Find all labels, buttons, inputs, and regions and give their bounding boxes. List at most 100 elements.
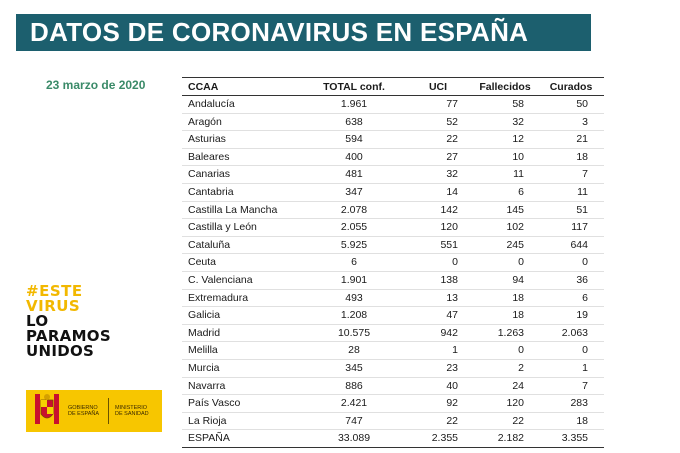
table-cell: Melilla	[182, 341, 304, 360]
table-cell: 347	[304, 183, 404, 202]
table-cell: 120	[472, 394, 538, 413]
table-row: Castilla y León 2.055 120 102 117	[182, 218, 604, 237]
table-row: Ceuta 6 0 0 0	[182, 253, 604, 272]
table-cell: Castilla La Mancha	[182, 201, 304, 220]
column-header-curados: Curados	[538, 77, 604, 96]
table-cell: 58	[472, 95, 538, 114]
table-row: Cataluña 5.925 551 245 644	[182, 236, 604, 255]
table-cell: 21	[538, 130, 604, 149]
campaign-line: #ESTE	[26, 282, 83, 300]
table-cell: 18	[472, 306, 538, 325]
table-cell: 10	[472, 148, 538, 167]
table-cell: 13	[404, 289, 472, 308]
table-cell: 5.925	[304, 236, 404, 255]
table-cell: 14	[404, 183, 472, 202]
column-header-total: TOTAL conf.	[304, 77, 404, 96]
table-cell: 102	[472, 218, 538, 237]
table-cell: 77	[404, 95, 472, 114]
table-cell: Cataluña	[182, 236, 304, 255]
data-table-container: CCAA TOTAL conf. UCI Fallecidos Curados …	[182, 77, 604, 449]
table-cell: 11	[472, 165, 538, 184]
table-row: Canarias 481 32 11 7	[182, 165, 604, 184]
table-cell: 120	[404, 218, 472, 237]
table-cell: 11	[538, 183, 604, 202]
campaign-line: LO	[26, 312, 49, 330]
table-cell: Extremadura	[182, 289, 304, 308]
table-cell: Murcia	[182, 359, 304, 378]
table-cell: Ceuta	[182, 253, 304, 272]
page-title: DATOS DE CORONAVIRUS EN ESPAÑA	[16, 14, 591, 51]
table-cell: 638	[304, 113, 404, 132]
table-cell: Canarias	[182, 165, 304, 184]
table-cell: 10.575	[304, 324, 404, 343]
table-cell: 47	[404, 306, 472, 325]
campaign-line: UNIDOS	[26, 342, 95, 360]
table-cell: 1	[404, 341, 472, 360]
table-cell: 32	[472, 113, 538, 132]
table-cell: 0	[538, 253, 604, 272]
table-cell: 52	[404, 113, 472, 132]
table-cell: Aragón	[182, 113, 304, 132]
table-cell: 886	[304, 377, 404, 396]
table-cell: 94	[472, 271, 538, 290]
table-cell: 19	[538, 306, 604, 325]
table-body: Andalucía 1.961 77 58 50 Aragón 638 52 32 3 Asturi…	[182, 95, 604, 449]
table-cell: 1.961	[304, 95, 404, 114]
table-cell: 0	[538, 341, 604, 360]
logo-divider	[108, 398, 109, 424]
table-cell: 594	[304, 130, 404, 149]
total-cell: 3.355	[538, 429, 604, 449]
table-cell: 0	[472, 341, 538, 360]
table-cell: 283	[538, 394, 604, 413]
table-cell: 138	[404, 271, 472, 290]
table-cell: 12	[472, 130, 538, 149]
table-cell: Baleares	[182, 148, 304, 167]
government-label: GOBIERNO DE ESPAÑA	[68, 404, 100, 418]
campaign-logo: #ESTE VIRUS LO PARAMOS UNIDOS	[26, 284, 111, 359]
total-row: ESPAÑA 33.089 2.355 2.182 3.355	[182, 429, 604, 449]
table-cell: 481	[304, 165, 404, 184]
table-cell: 24	[472, 377, 538, 396]
table-cell: 551	[404, 236, 472, 255]
table-cell: 345	[304, 359, 404, 378]
table-cell: 7	[538, 165, 604, 184]
table-cell: 92	[404, 394, 472, 413]
table-row: Melilla 28 1 0 0	[182, 341, 604, 360]
table-row: Aragón 638 52 32 3	[182, 113, 604, 132]
coronavirus-table: CCAA TOTAL conf. UCI Fallecidos Curados …	[182, 77, 604, 449]
campaign-line: PARAMOS	[26, 327, 111, 345]
table-cell: 493	[304, 289, 404, 308]
table-cell: Navarra	[182, 377, 304, 396]
table-cell: 2.063	[538, 324, 604, 343]
table-row: Asturias 594 22 12 21	[182, 130, 604, 149]
table-row: Murcia 345 23 2 1	[182, 359, 604, 378]
table-cell: 6	[538, 289, 604, 308]
table-cell: 747	[304, 412, 404, 431]
table-cell: 2.078	[304, 201, 404, 220]
table-cell: 2.421	[304, 394, 404, 413]
table-cell: 245	[472, 236, 538, 255]
total-cell: 2.182	[472, 429, 538, 449]
total-cell: 33.089	[304, 429, 404, 449]
table-header-row: CCAA TOTAL conf. UCI Fallecidos Curados	[182, 77, 604, 96]
table-cell: La Rioja	[182, 412, 304, 431]
table-cell: País Vasco	[182, 394, 304, 413]
table-cell: 1.208	[304, 306, 404, 325]
table-cell: 145	[472, 201, 538, 220]
table-cell: 3	[538, 113, 604, 132]
table-row: La Rioja 747 22 22 18	[182, 412, 604, 431]
table-cell: 18	[538, 148, 604, 167]
table-cell: Galicia	[182, 306, 304, 325]
table-row: Cantabria 347 14 6 11	[182, 183, 604, 202]
total-cell: 2.355	[404, 429, 472, 449]
column-header-fallecidos: Fallecidos	[472, 77, 538, 96]
table-cell: 942	[404, 324, 472, 343]
report-date: 23 marzo de 2020	[46, 78, 146, 92]
table-cell: 23	[404, 359, 472, 378]
column-header-ccaa: CCAA	[182, 77, 304, 96]
column-header-uci: UCI	[404, 77, 472, 96]
table-row: Madrid 10.575 942 1.263 2.063	[182, 324, 604, 343]
table-cell: 400	[304, 148, 404, 167]
table-cell: 50	[538, 95, 604, 114]
table-cell: 40	[404, 377, 472, 396]
